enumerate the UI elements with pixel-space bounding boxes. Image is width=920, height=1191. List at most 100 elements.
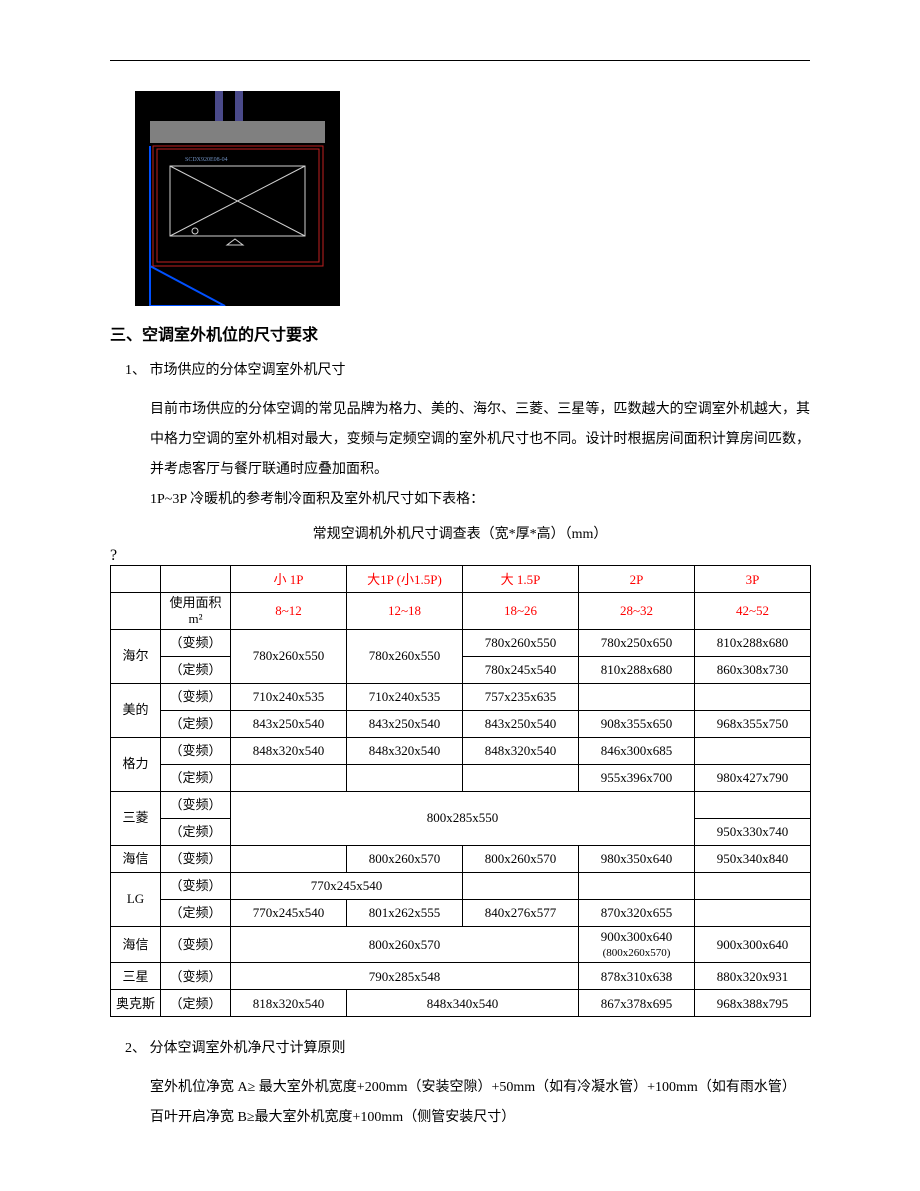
hdr-2: 大1P (小1.5P) <box>347 566 463 593</box>
aux-d1: 818x320x540 <box>231 990 347 1017</box>
gree-dp: （定频） <box>161 764 231 791</box>
midea-bp-row: 美的 （变频） 710x240x535 710x240x535 757x235x… <box>111 683 811 710</box>
item-2-label: 2、 分体空调室外机净尺寸计算原则 <box>125 1041 346 1056</box>
midea-b5 <box>695 683 811 710</box>
lg-dp-row: （定频） 770x245x540 801x262x555 840x276x577… <box>111 899 811 926</box>
hisense2-b4-sub: (800x260x570) <box>603 947 671 959</box>
gree-d4: 955x396x700 <box>579 764 695 791</box>
area-label: 使用面积 m² <box>161 593 231 629</box>
section-heading: 三、空调室外机位的尺寸要求 <box>110 321 810 345</box>
lg-bp-row: LG （变频） 770x245x540 <box>111 872 811 899</box>
spec-table: 小 1P 大1P (小1.5P) 大 1.5P 2P 3P 使用面积 m² 8~… <box>110 565 811 1017</box>
haier-d3: 780x245x540 <box>463 656 579 683</box>
gree-b2: 848x320x540 <box>347 737 463 764</box>
midea-dp-row: （定频） 843x250x540 843x250x540 843x250x540… <box>111 710 811 737</box>
aux-d5: 968x388x795 <box>695 990 811 1017</box>
hisense2-merge: 800x260x570 <box>231 926 579 963</box>
haier-name: 海尔 <box>111 629 161 683</box>
gree-bp: （变频） <box>161 737 231 764</box>
gree-b4: 846x300x685 <box>579 737 695 764</box>
hisense2-name: 海信 <box>111 926 161 963</box>
svg-text:SCDX920E08-04: SCDX920E08-04 <box>185 157 228 163</box>
hisense2-b5: 900x300x640 <box>695 926 811 963</box>
lg-d2: 801x262x555 <box>347 899 463 926</box>
haier-c5: 810x288x680 <box>695 629 811 656</box>
aux-d23: 848x340x540 <box>347 990 579 1017</box>
haier-bp-row: 海尔 （变频） 780x260x550 780x260x550 780x260x… <box>111 629 811 656</box>
lg-dp: （定频） <box>161 899 231 926</box>
samsung-name: 三星 <box>111 963 161 990</box>
aux-name: 奥克斯 <box>111 990 161 1017</box>
mitsu-merged: 800x285x550 <box>231 791 695 845</box>
hdr-1: 小 1P <box>231 566 347 593</box>
lg-name: LG <box>111 872 161 926</box>
area-1: 8~12 <box>231 593 347 629</box>
hisense1-row: 海信 （变频） 800x260x570 800x260x570 980x350x… <box>111 845 811 872</box>
item-1: 1、 市场供应的分体空调室外机尺寸 <box>125 357 810 385</box>
hisense1-b4: 980x350x640 <box>579 845 695 872</box>
hisense1-bp: （变频） <box>161 845 231 872</box>
lg-d1: 770x245x540 <box>231 899 347 926</box>
area-2: 12~18 <box>347 593 463 629</box>
midea-dp: （定频） <box>161 710 231 737</box>
gree-b1: 848x320x540 <box>231 737 347 764</box>
gree-bp-row: 格力 （变频） 848x320x540 848x320x540 848x320x… <box>111 737 811 764</box>
hisense1-b3: 800x260x570 <box>463 845 579 872</box>
hisense2-row: 海信 （变频） 800x260x570 900x300x640 (800x260… <box>111 926 811 963</box>
cad-diagram: SCDX920E08-04 <box>135 91 340 306</box>
midea-b1: 710x240x535 <box>231 683 347 710</box>
midea-d3: 843x250x540 <box>463 710 579 737</box>
midea-bp: （变频） <box>161 683 231 710</box>
midea-d1: 843x250x540 <box>231 710 347 737</box>
aux-row: 奥克斯 （定频） 818x320x540 848x340x540 867x378… <box>111 990 811 1017</box>
item-1-para-1: 目前市场供应的分体空调的常见品牌为格力、美的、海尔、三菱、三星等，匹数越大的空调… <box>150 395 810 485</box>
hisense1-b1 <box>231 845 347 872</box>
area-4: 28~32 <box>579 593 695 629</box>
haier-d4: 810x288x680 <box>579 656 695 683</box>
lg-bpmerge: 770x245x540 <box>231 872 463 899</box>
haier-c2: 780x260x550 <box>347 629 463 683</box>
samsung-b4: 878x310x638 <box>579 963 695 990</box>
mitsu-name: 三菱 <box>111 791 161 845</box>
gree-name: 格力 <box>111 737 161 791</box>
samsung-merge: 790x285x548 <box>231 963 579 990</box>
midea-name: 美的 <box>111 683 161 737</box>
samsung-b5: 880x320x931 <box>695 963 811 990</box>
top-border <box>110 60 810 61</box>
midea-d4: 908x355x650 <box>579 710 695 737</box>
midea-b3: 757x235x635 <box>463 683 579 710</box>
mitsu-d5: 950x330x740 <box>695 818 811 845</box>
midea-d5: 968x355x750 <box>695 710 811 737</box>
item-2: 2、 分体空调室外机净尺寸计算原则 <box>125 1035 810 1063</box>
hdr-4: 2P <box>579 566 695 593</box>
lg-d5 <box>695 899 811 926</box>
hisense2-b4-main: 900x300x640 <box>601 929 673 944</box>
area-row: 使用面积 m² 8~12 12~18 18~26 28~32 42~52 <box>111 593 811 629</box>
cad-svg: SCDX920E08-04 <box>135 91 340 306</box>
lg-bp: （变频） <box>161 872 231 899</box>
area-3: 18~26 <box>463 593 579 629</box>
midea-b4 <box>579 683 695 710</box>
midea-b2: 710x240x535 <box>347 683 463 710</box>
haier-c4: 780x250x650 <box>579 629 695 656</box>
item-2-line-1: 室外机位净宽 A≥ 最大室外机宽度+200mm（安装空隙）+50mm（如有冷凝水… <box>150 1073 810 1103</box>
haier-c3: 780x260x550 <box>463 629 579 656</box>
hisense2-b4: 900x300x640 (800x260x570) <box>579 926 695 963</box>
hdr-3: 大 1.5P <box>463 566 579 593</box>
lg-d3: 840x276x577 <box>463 899 579 926</box>
lg-d4: 870x320x655 <box>579 899 695 926</box>
haier-d5: 860x308x730 <box>695 656 811 683</box>
haier-dp: （定频） <box>161 656 231 683</box>
samsung-bp: （变频） <box>161 963 231 990</box>
item-1-label: 1、 市场供应的分体空调室外机尺寸 <box>125 363 346 378</box>
hisense1-b2: 800x260x570 <box>347 845 463 872</box>
hisense2-bp: （变频） <box>161 926 231 963</box>
hisense1-b5: 950x340x840 <box>695 845 811 872</box>
mitsu-bp: （变频） <box>161 791 231 818</box>
page: SCDX920E08-04 三、空调室外机位的尺寸要求 1、 市场供应的分体空调… <box>0 0 920 1191</box>
mitsu-b5 <box>695 791 811 818</box>
area-5: 42~52 <box>695 593 811 629</box>
gree-b3: 848x320x540 <box>463 737 579 764</box>
haier-bp: （变频） <box>161 629 231 656</box>
item-1-para-2: 1P~3P 冷暖机的参考制冷面积及室外机尺寸如下表格： <box>150 485 810 515</box>
